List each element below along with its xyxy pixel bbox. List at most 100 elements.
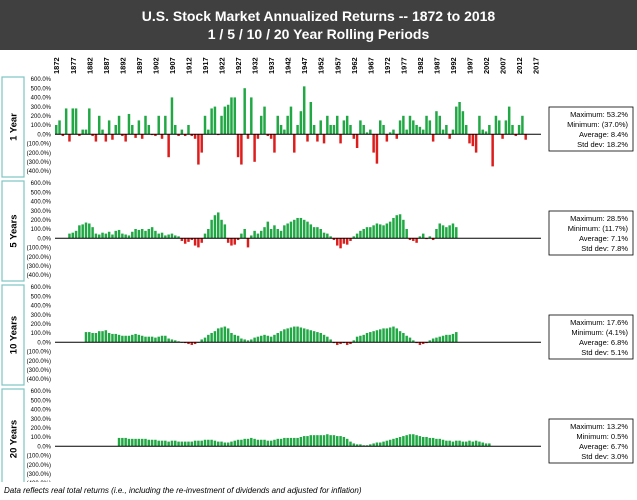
bar [349,238,352,241]
bar [309,435,313,447]
bar [177,236,180,239]
bar [131,231,134,239]
bar [448,334,451,343]
bar [160,335,164,343]
stats-line: Maximum: 28.5% [570,214,628,223]
bar [349,125,352,135]
x-tick-label: 1897 [135,57,144,74]
bar [312,125,316,135]
bar [170,97,174,135]
bar [385,134,389,142]
bar [431,437,435,447]
y-tick-label: 200.0% [31,322,52,328]
y-tick-label: 200.0% [31,426,52,432]
bar [428,120,432,135]
x-tick-label: 1952 [317,57,326,74]
x-tick-label: 1967 [366,57,375,74]
bar [306,221,309,239]
bar [137,229,141,239]
y-tick-label: (200.0%) [27,359,51,365]
bar [405,335,408,343]
stats-line: Average: 7.1% [579,234,628,243]
bar [94,233,98,239]
bar [316,227,319,239]
bar [445,227,448,239]
bar [259,115,263,135]
bar [236,238,240,241]
bar [461,441,465,447]
bar [355,444,359,447]
bar [428,340,432,343]
stats-box [548,418,634,464]
x-tick-label: 2017 [532,57,541,74]
bar [200,339,203,343]
bar [144,230,147,239]
bar [263,106,266,135]
bar [147,336,151,343]
bar [220,115,223,135]
y-tick-label: (400.0%) [27,273,51,279]
bar [369,129,372,135]
bar [385,223,389,239]
x-tick-label: 1937 [267,57,276,74]
bar [299,437,303,447]
bar [418,236,422,239]
y-tick-label: 600.0% [31,285,52,291]
bar [78,225,81,239]
panel-label: 1 Year [9,113,20,141]
bar [121,437,124,447]
bar [445,440,448,447]
bar [395,328,399,343]
bar [484,131,488,135]
bar [233,334,237,343]
bar [154,230,157,239]
bar [478,441,481,447]
bar [246,438,250,447]
bar [134,229,137,239]
bar [183,238,187,244]
y-tick-label: (200.0%) [27,151,51,157]
bar [365,333,369,343]
bar [263,334,266,343]
bar [438,336,441,343]
stats-line: Maximum: 53.2% [570,110,628,119]
y-tick-label: 100.0% [31,435,52,441]
bar [293,437,296,447]
bar [131,125,134,135]
bar [279,125,283,135]
bar [140,134,144,139]
x-tick-label: 1972 [383,57,392,74]
bar [306,329,309,343]
bar [190,342,194,345]
bar [478,115,481,135]
y-tick-label: 200.0% [31,114,52,120]
bar [498,120,501,135]
bar [448,440,451,447]
y-tick-label: 300.0% [31,209,52,215]
stats-line: Std dev: 7.8% [581,244,628,253]
bar [451,441,455,447]
bar [435,438,438,447]
bar [94,134,98,142]
bar [312,435,316,447]
bar [438,115,441,135]
stats-line: Maximum: 17.6% [570,318,628,327]
bar [445,334,448,343]
bar [326,336,329,343]
y-tick-label: 500.0% [31,86,52,92]
bar [243,339,246,343]
bar [276,115,279,135]
x-tick-label: 1947 [300,57,309,74]
panel-label-box [1,388,25,482]
bar [415,238,418,243]
x-tick-label: 2002 [482,57,491,74]
bar [319,333,322,343]
bar [144,115,147,135]
bar [266,440,270,447]
bar [455,227,458,239]
bar [322,134,326,144]
bar [455,106,458,135]
x-tick-label: 1987 [432,57,441,74]
y-tick-label: 0.0% [37,444,51,450]
bar [117,229,121,239]
